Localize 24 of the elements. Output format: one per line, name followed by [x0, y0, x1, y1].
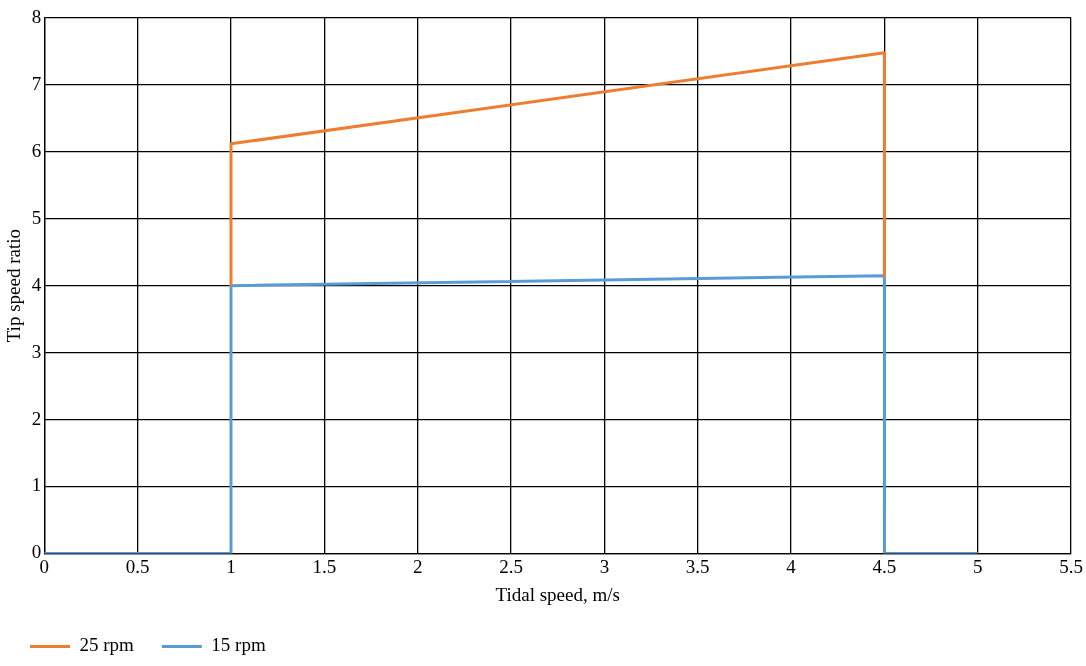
x-axis-title: Tidal speed, m/s: [495, 583, 620, 605]
y-tick-label: 7: [31, 72, 42, 94]
y-tick-label: 2: [31, 407, 42, 429]
x-tick-label: 4.5: [872, 555, 897, 577]
y-tick-label: 3: [31, 340, 42, 362]
x-tick-label: 2: [412, 555, 423, 577]
y-tick-label: 8: [31, 5, 42, 27]
x-tick-label: 1: [226, 555, 236, 577]
y-tick-label: 0: [31, 541, 42, 563]
x-tick-label: 1.5: [312, 555, 337, 577]
y-axis-title: Tip speed ratio: [3, 229, 25, 343]
x-tick-label: 3.5: [685, 555, 710, 577]
y-tick-label: 1: [31, 474, 42, 496]
x-tick-label: 5.5: [1059, 555, 1083, 577]
y-tick-label: 4: [31, 273, 42, 295]
legend-label: 15 rpm: [211, 634, 266, 656]
x-tick-label: 3: [599, 555, 610, 577]
x-tick-label: 2.5: [499, 555, 523, 577]
x-tick-label: 5: [973, 555, 983, 577]
y-tick-label: 5: [31, 206, 42, 228]
x-tick-label: 0.5: [125, 555, 150, 577]
y-tick-label: 6: [31, 139, 42, 161]
x-tick-label: 4: [786, 555, 797, 577]
legend-label: 25 rpm: [79, 634, 135, 656]
